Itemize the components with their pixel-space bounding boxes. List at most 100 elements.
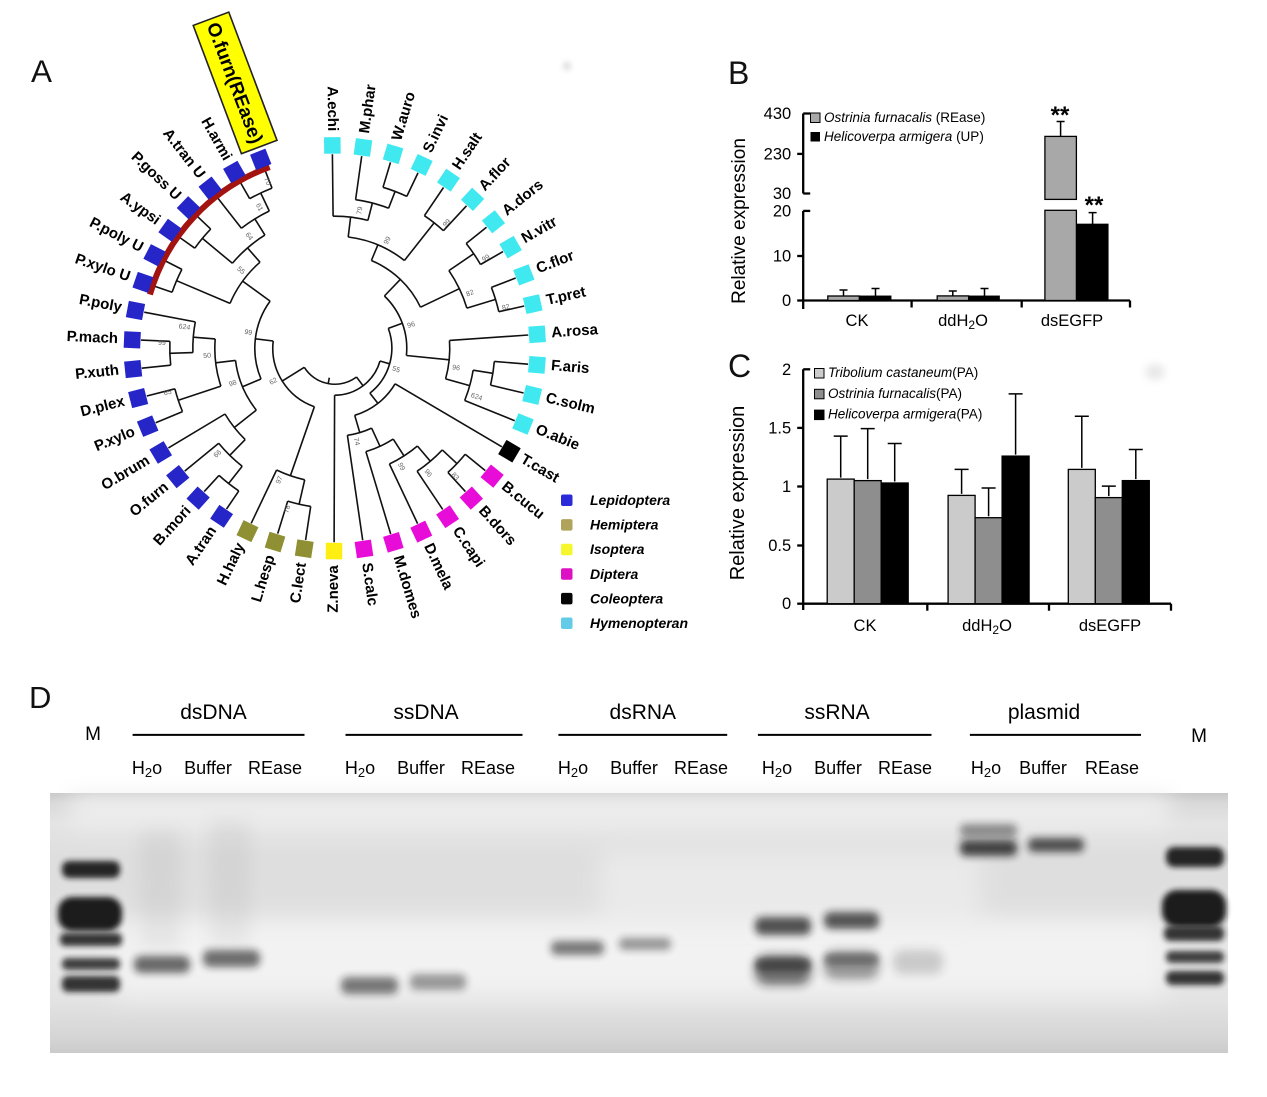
svg-text:99: 99 (396, 462, 406, 472)
svg-text:H2o: H2o (971, 758, 1001, 780)
svg-text:ddH2O: ddH2O (938, 312, 988, 332)
svg-text:B.cucu: B.cucu (498, 478, 548, 523)
svg-text:79: 79 (356, 206, 364, 215)
svg-text:83: 83 (449, 472, 460, 483)
svg-text:H2o: H2o (132, 758, 162, 780)
svg-text:82: 82 (501, 304, 510, 313)
svg-text:P.poly U: P.poly U (87, 214, 146, 256)
svg-text:dsDNA: dsDNA (180, 701, 247, 724)
svg-text:Hemiptera: Hemiptera (590, 517, 659, 533)
svg-text:H.haly: H.haly (214, 540, 249, 589)
svg-text:96: 96 (423, 468, 433, 479)
svg-text:99: 99 (383, 236, 393, 246)
svg-text:Buffer: Buffer (1019, 758, 1067, 778)
svg-text:Z.neva: Z.neva (325, 565, 342, 613)
svg-text:D.mela: D.mela (420, 541, 457, 593)
svg-text:99: 99 (244, 329, 253, 337)
svg-text:Hymenopteran: Hymenopteran (590, 615, 688, 631)
svg-text:1: 1 (782, 478, 791, 496)
svg-text:L.hesp: L.hesp (248, 553, 278, 604)
svg-text:430: 430 (764, 105, 792, 123)
svg-text:REase: REase (1085, 758, 1139, 778)
svg-text:Diptera: Diptera (590, 566, 638, 582)
svg-text:C: C (728, 348, 751, 384)
svg-text:dsRNA: dsRNA (610, 701, 677, 724)
svg-text:plasmid: plasmid (1008, 701, 1080, 724)
svg-text:T.pret: T.pret (545, 283, 588, 308)
svg-text:97: 97 (275, 475, 285, 485)
svg-text:Coleoptera: Coleoptera (590, 590, 663, 606)
svg-text:REase: REase (461, 758, 515, 778)
svg-text:98: 98 (228, 379, 238, 388)
svg-text:99: 99 (158, 340, 166, 347)
svg-text:A.tran: A.tran (182, 523, 220, 568)
svg-text:55: 55 (391, 365, 401, 374)
svg-text:50: 50 (203, 353, 211, 360)
svg-text:P.xylo: P.xylo (92, 423, 138, 455)
svg-text:Isoptera: Isoptera (590, 541, 645, 557)
svg-text:B: B (728, 55, 749, 91)
svg-text:O.abie: O.abie (533, 421, 582, 454)
svg-text:dsEGFP: dsEGFP (1079, 617, 1141, 635)
svg-text:D: D (29, 680, 51, 715)
svg-text:**: ** (1051, 102, 1070, 129)
svg-text:20: 20 (773, 202, 791, 220)
svg-text:ssRNA: ssRNA (804, 701, 869, 724)
svg-text:230: 230 (764, 145, 792, 163)
svg-text:64: 64 (244, 231, 254, 242)
svg-text:61: 61 (254, 202, 264, 212)
svg-text:H.salt: H.salt (449, 130, 486, 173)
svg-text:65: 65 (163, 389, 172, 398)
svg-text:Helicoverpa armigera (UP): Helicoverpa armigera (UP) (824, 129, 984, 144)
svg-text:F.aris: F.aris (550, 357, 590, 377)
svg-text:10: 10 (773, 248, 791, 266)
svg-text:P.poly: P.poly (78, 291, 124, 316)
svg-text:C.solm: C.solm (544, 390, 597, 418)
svg-text:Tribolium castaneum(PA): Tribolium castaneum(PA) (828, 365, 978, 380)
svg-text:T.cast: T.cast (518, 451, 563, 487)
svg-text:A.ypsi: A.ypsi (117, 189, 164, 229)
svg-text:C.capi: C.capi (449, 524, 488, 571)
svg-text:**: ** (1085, 192, 1104, 219)
svg-text:Relative expression: Relative expression (727, 406, 749, 581)
svg-text:REase: REase (248, 758, 302, 778)
svg-text:REase: REase (878, 758, 932, 778)
svg-text:M.phar: M.phar (356, 83, 380, 134)
svg-text:P.xuth: P.xuth (74, 362, 119, 383)
svg-text:A.rosa: A.rosa (551, 321, 599, 341)
svg-text:C.flor: C.flor (534, 247, 577, 277)
svg-text:W.auro: W.auro (388, 90, 419, 143)
svg-text:96: 96 (407, 321, 417, 330)
svg-text:62: 62 (268, 377, 278, 387)
svg-text:S.calc: S.calc (358, 562, 381, 607)
svg-text:624: 624 (470, 392, 483, 402)
svg-text:P.mach: P.mach (66, 328, 118, 347)
svg-text:55: 55 (235, 266, 246, 276)
svg-text:78: 78 (283, 505, 292, 515)
svg-text:96: 96 (452, 364, 461, 372)
svg-text:A: A (31, 53, 52, 89)
svg-text:ssDNA: ssDNA (393, 701, 458, 724)
svg-text:A.flor: A.flor (475, 154, 514, 194)
svg-text:0: 0 (782, 292, 791, 310)
svg-text:C.lect: C.lect (287, 561, 310, 604)
svg-text:ddH2O: ddH2O (962, 617, 1012, 637)
svg-text:M: M (1191, 726, 1207, 747)
svg-text:REase: REase (674, 758, 728, 778)
svg-text:M: M (85, 724, 101, 745)
svg-text:99: 99 (481, 254, 491, 264)
svg-text:M.domes: M.domes (390, 553, 425, 620)
svg-text:CK: CK (854, 617, 877, 635)
svg-text:99: 99 (442, 218, 452, 229)
svg-text:1.5: 1.5 (768, 419, 791, 437)
svg-text:82: 82 (465, 289, 475, 298)
svg-text:66: 66 (213, 449, 224, 459)
svg-text:30: 30 (773, 185, 791, 203)
svg-text:0.5: 0.5 (768, 537, 791, 555)
svg-text:dsEGFP: dsEGFP (1041, 312, 1103, 330)
svg-text:70: 70 (262, 177, 271, 187)
svg-text:Buffer: Buffer (814, 758, 862, 778)
svg-text:H2o: H2o (345, 758, 375, 780)
svg-text:H2o: H2o (558, 758, 588, 780)
svg-text:A.echi: A.echi (324, 86, 342, 131)
